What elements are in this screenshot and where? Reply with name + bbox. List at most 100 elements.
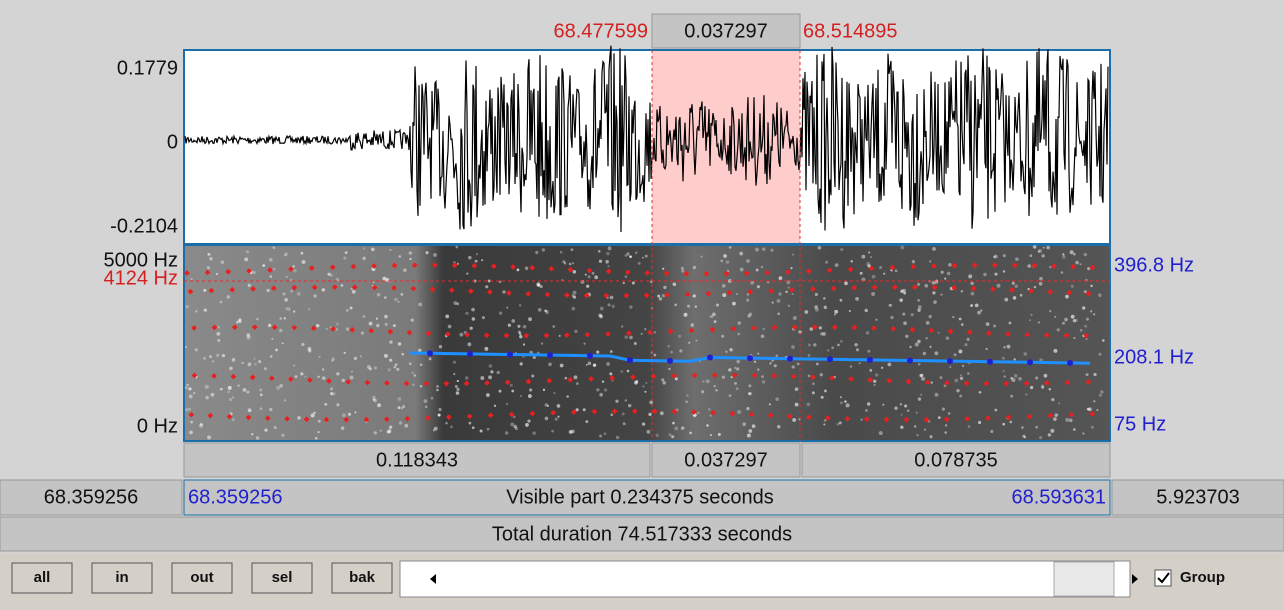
speckle (1014, 284, 1019, 288)
speckle (728, 394, 732, 397)
speckle (317, 419, 321, 423)
speckle (717, 432, 721, 437)
speckle (362, 256, 366, 261)
speckle (954, 378, 959, 383)
speckle (671, 435, 675, 439)
speckle (953, 353, 957, 357)
speckle (1087, 267, 1091, 271)
speckle (610, 350, 613, 353)
speckle (761, 247, 766, 251)
speckle (485, 393, 490, 397)
formant-dot (246, 268, 252, 274)
speckle (700, 255, 703, 258)
speckle (865, 331, 870, 335)
speckle (562, 260, 566, 264)
scroll-left[interactable] (430, 574, 436, 584)
formant-dot (688, 327, 695, 334)
formant-dot (584, 331, 591, 338)
speckle (450, 425, 453, 429)
button[interactable] (171, 562, 233, 594)
button[interactable] (11, 562, 73, 594)
speckle (246, 333, 251, 338)
speckle (1035, 425, 1038, 429)
remaining-box[interactable] (1111, 479, 1284, 516)
speckle (747, 313, 752, 318)
speckle (419, 384, 423, 388)
speckle (499, 311, 503, 315)
button[interactable] (251, 562, 313, 594)
formant-dot (931, 263, 937, 269)
speckle (941, 407, 945, 411)
speckle (247, 283, 251, 287)
speckle (293, 310, 296, 313)
speckle (940, 270, 944, 274)
speckle (915, 411, 918, 414)
speckle (453, 372, 456, 376)
speckle (544, 309, 547, 313)
formant-dot (310, 325, 317, 332)
speckle (362, 315, 366, 318)
speckle (742, 422, 747, 427)
speckle (1010, 376, 1014, 380)
speckle (794, 387, 799, 391)
speckle (362, 247, 366, 250)
speckle (1050, 428, 1055, 433)
formant-dot (626, 330, 632, 336)
formant-dot (548, 265, 555, 272)
speckle (468, 421, 472, 425)
speckle (447, 324, 452, 329)
speckle (746, 433, 751, 438)
speckle (791, 293, 794, 296)
interval-box[interactable] (651, 442, 801, 478)
speckle (978, 390, 982, 394)
speckle (1051, 397, 1055, 402)
selection-duration-box (651, 13, 801, 49)
speckle (867, 349, 871, 353)
speckle (397, 397, 402, 401)
speckle (1037, 250, 1040, 253)
speckle (188, 387, 192, 391)
speckle (231, 358, 236, 362)
speckle (932, 247, 936, 251)
speckle (668, 367, 671, 371)
formant-dot (523, 332, 530, 339)
interval-box[interactable] (801, 442, 1111, 478)
speckle (748, 384, 752, 388)
speckle (290, 289, 293, 293)
speckle (486, 427, 490, 431)
speckle (575, 382, 579, 386)
window-start-box[interactable] (0, 479, 183, 516)
button[interactable] (331, 562, 393, 594)
group-checkbox[interactable] (1154, 569, 1172, 587)
interval-box[interactable] (183, 442, 651, 478)
speckle (736, 359, 741, 364)
total-box[interactable] (0, 516, 1284, 552)
speckle (536, 282, 541, 287)
speckle (209, 257, 213, 261)
speckle (945, 336, 950, 341)
scroll-right[interactable] (1132, 574, 1138, 584)
speckle (709, 315, 712, 318)
speckle (271, 337, 274, 340)
visible-box[interactable] (183, 479, 1111, 516)
speckle (505, 402, 509, 406)
formant-dot (785, 269, 791, 275)
formant-dot (583, 292, 590, 299)
speckle (833, 313, 836, 316)
scrollbar-thumb[interactable] (1053, 561, 1115, 597)
speckle (516, 268, 520, 271)
scrollbar[interactable] (399, 560, 1131, 598)
button[interactable] (91, 562, 153, 594)
speckle (529, 388, 533, 392)
speckle (1054, 315, 1057, 318)
interval-selection: 0.037297 (684, 449, 767, 471)
speckle (331, 357, 335, 361)
formant-dot (630, 374, 636, 380)
speckle (537, 308, 542, 312)
speckle (203, 288, 207, 292)
waveform-zero: 0 (167, 131, 178, 153)
speckle (807, 343, 811, 347)
speckle (349, 375, 354, 380)
speckle (610, 413, 614, 417)
speckle (729, 348, 733, 352)
